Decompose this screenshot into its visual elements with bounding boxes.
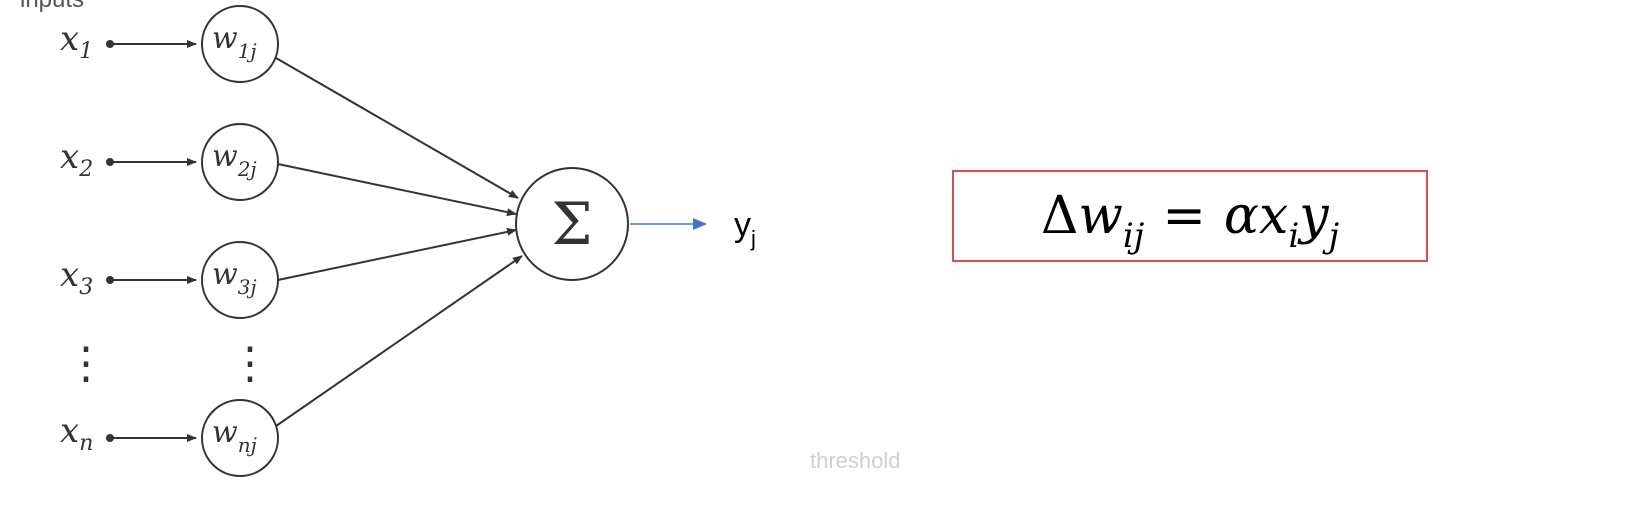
- input-row-1: x1 w1j: [60, 5, 279, 83]
- weight-w3j-label: w3j: [212, 257, 257, 299]
- formula-w: w: [1078, 186, 1123, 246]
- weight-node-n: [201, 399, 279, 477]
- input-row-n: xn wnj: [60, 399, 279, 477]
- formula-equals: =: [1162, 186, 1206, 246]
- input-xn-label: xn: [60, 411, 93, 456]
- connection-2-to-sum: [277, 163, 517, 217]
- weight-ellipsis: ⋮: [228, 338, 272, 389]
- hebbian-formula: Δwij = αxiyj: [1041, 190, 1339, 253]
- inputs-header-fragment: inputs: [20, 0, 84, 14]
- input-ellipsis: ⋮: [64, 338, 108, 389]
- input-x1-label: x1: [60, 19, 93, 64]
- formula-y-sub: j: [1328, 216, 1340, 256]
- connection-n-to-sum: [275, 255, 523, 427]
- formula-x-sub: i: [1288, 216, 1300, 256]
- connection-3-to-sum: [277, 227, 517, 281]
- weight-node-2: [201, 123, 279, 201]
- input-x2-label: x2: [60, 137, 93, 182]
- sigma-symbol: Σ: [551, 190, 592, 258]
- weight-wnj-label: wnj: [212, 415, 257, 457]
- hebbian-formula-box: Δwij = αxiyj: [952, 170, 1428, 262]
- formula-y: y: [1299, 186, 1329, 246]
- output-yj-label: yj: [734, 206, 756, 251]
- threshold-label-fragment: threshold: [810, 448, 901, 473]
- weight-node-1: [201, 5, 279, 83]
- formula-w-sub: ij: [1122, 216, 1145, 256]
- weight-w1j-label: w1j: [212, 21, 257, 63]
- formula-x: x: [1259, 186, 1289, 246]
- connection-1-to-sum: [275, 57, 519, 199]
- formula-alpha: α: [1223, 186, 1260, 246]
- input-x3-label: x3: [60, 255, 93, 300]
- formula-delta: Δ: [1040, 186, 1079, 246]
- input-row-2: x2 w2j: [60, 123, 279, 201]
- weight-w2j-label: w2j: [212, 139, 257, 181]
- summation-node: [515, 167, 629, 281]
- input-row-3: x3 w3j: [60, 241, 279, 319]
